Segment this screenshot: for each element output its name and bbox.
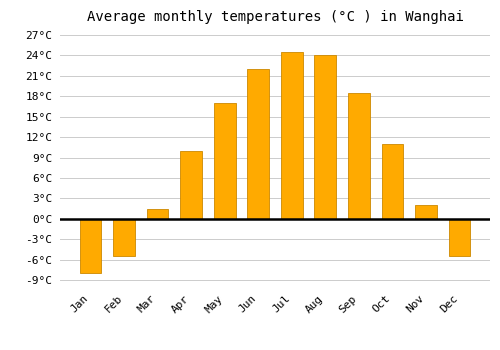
Title: Average monthly temperatures (°C ) in Wanghai: Average monthly temperatures (°C ) in Wa… — [86, 10, 464, 24]
Bar — [113, 219, 135, 256]
Bar — [146, 209, 169, 219]
Bar — [80, 219, 102, 273]
Bar — [214, 103, 236, 219]
Bar — [348, 93, 370, 219]
Bar — [314, 55, 336, 219]
Bar — [415, 205, 437, 219]
Bar — [382, 144, 404, 219]
Bar — [248, 69, 269, 219]
Bar — [448, 219, 470, 256]
Bar — [180, 151, 202, 219]
Bar — [281, 52, 302, 219]
